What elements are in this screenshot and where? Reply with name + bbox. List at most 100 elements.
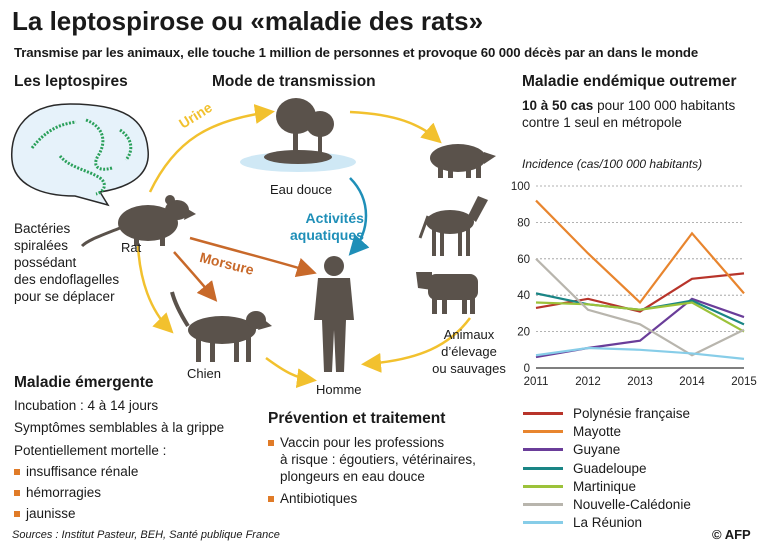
endemic-stats: 10 à 50 cas pour 100 000 habitants contr…: [522, 97, 735, 131]
emergente-heading: Maladie émergente: [14, 374, 154, 391]
label-animaux-3: ou sauvages: [432, 361, 506, 376]
label-homme: Homme: [316, 382, 362, 397]
rat-icon: [80, 195, 196, 248]
leptospires-description: Bactéries spiralées possédant des endofl…: [14, 220, 119, 305]
legend-item: La Réunion: [523, 514, 691, 532]
arrow-rat-to-water: [148, 104, 275, 193]
list-item: hémorragies: [14, 484, 138, 501]
leptospires-line: des endoflagelles: [14, 272, 120, 287]
x-tick-label: 2015: [731, 376, 757, 388]
endemic-per: pour 100 000 habitants: [593, 98, 736, 113]
label-chien: Chien: [187, 366, 221, 381]
legend-label: Polynésie française: [573, 405, 691, 421]
legend-swatch: [523, 484, 563, 488]
x-tick-label: 2014: [679, 376, 705, 388]
page-subtitle: Transmise par les animaux, elle touche 1…: [14, 45, 699, 60]
chart-series: [535, 199, 745, 360]
transmission-diagram: [10, 98, 496, 389]
legend-label: Guadeloupe: [573, 460, 647, 476]
series-line: [535, 301, 745, 333]
series-line: [535, 346, 745, 360]
leptospires-line: pour se déplacer: [14, 289, 115, 304]
dog-icon: [170, 291, 272, 362]
arrow-dog-to-human: [265, 356, 317, 389]
legend-label: Guyane: [573, 442, 621, 458]
page-title: La leptospirose ou «maladie des rats»: [12, 6, 484, 36]
pig-icon: [430, 144, 496, 178]
legend-swatch: [523, 411, 563, 415]
leptospires-heading: Les leptospires: [14, 73, 128, 90]
endemic-heading: Maladie endémique outremer: [522, 73, 737, 90]
bullet-icon: [14, 511, 20, 517]
label-rat: Rat: [121, 240, 142, 255]
prevention-heading: Prévention et traitement: [268, 410, 446, 427]
x-tick-label: 2012: [575, 376, 601, 388]
legend-swatch: [523, 503, 563, 507]
endemic-cases: 10 à 50 cas: [522, 98, 594, 113]
legend-item: Guyane: [523, 441, 691, 459]
arrow-animals-to-human: [361, 317, 472, 373]
list-item: insuffisance rénale: [14, 463, 138, 480]
series-line: [535, 199, 745, 305]
y-tick-label: 20: [517, 327, 530, 339]
y-tick-label: 80: [517, 217, 530, 229]
bullet-icon: [14, 469, 20, 475]
prevention-list: Vaccin pour les professions à risque : é…: [268, 434, 476, 507]
human-icon: [314, 256, 354, 372]
incidence-chart: 0 20 40 60 80 100 2011 2012 2013 2014 2015: [511, 181, 757, 388]
legend-swatch: [523, 521, 563, 525]
emergente-incubation: Incubation : 4 à 14 jours: [14, 398, 159, 413]
series-line: [535, 297, 745, 359]
emergente-mortelle: Potentiellement mortelle :: [14, 443, 167, 458]
list-item: Antibiotiques: [268, 490, 476, 507]
legend-item: Martinique: [523, 477, 691, 495]
chart-grid: [536, 185, 744, 369]
series-line: [535, 272, 745, 313]
cow-icon: [416, 272, 478, 314]
legend-label: Mayotte: [573, 423, 622, 439]
label-animaux-2: d’élevage: [441, 344, 497, 359]
legend-swatch: [523, 429, 563, 433]
y-tick-label: 60: [517, 254, 530, 266]
label-activites: Activités aquatiques: [290, 210, 364, 244]
label-animaux-1: Animaux: [443, 327, 495, 342]
legend-swatch: [523, 466, 563, 470]
chart-x-axis: 2011 2012 2013 2014 2015: [524, 376, 757, 388]
x-tick-label: 2013: [627, 376, 653, 388]
arrow-water-to-human: [348, 177, 370, 256]
legend-swatch: [523, 448, 563, 452]
x-tick-label: 2011: [524, 376, 549, 388]
sources: Sources : Institut Pasteur, BEH, Santé p…: [12, 529, 280, 541]
y-tick-label: 0: [524, 363, 530, 375]
legend-label: La Réunion: [573, 515, 643, 531]
label-animaux: Animaux d’élevage ou sauvages: [424, 326, 514, 377]
chart-legend: Polynésie française Mayotte Guyane Guadelou…: [523, 404, 691, 532]
arrow-water-to-pig: [349, 110, 442, 144]
series-line: [535, 258, 745, 357]
emergente-symptomes: Symptômes semblables à la grippe: [14, 420, 225, 435]
legend-item: Nouvelle-Calédonie: [523, 495, 691, 513]
legend-label: Nouvelle-Calédonie: [573, 497, 691, 513]
leptospires-line: Bactéries: [14, 221, 71, 236]
leptospires-line: possédant: [14, 255, 77, 270]
legend-item: Guadeloupe: [523, 459, 691, 477]
legend-item: Polynésie française: [523, 404, 691, 422]
legend-item: Mayotte: [523, 422, 691, 440]
transmission-heading: Mode de transmission: [212, 73, 376, 90]
y-tick-label: 40: [517, 290, 530, 302]
chart-incidence-label: Incidence (cas/100 000 habitants): [522, 157, 703, 171]
emergente-list: insuffisance rénale hémorragies jaunisse: [14, 463, 138, 522]
label-activites-2: aquatiques: [290, 227, 364, 243]
bullet-icon: [268, 440, 274, 446]
list-item: Vaccin pour les professions à risque : é…: [268, 434, 476, 485]
label-eau-douce: Eau douce: [270, 182, 333, 197]
list-item: jaunisse: [14, 505, 138, 522]
bullet-icon: [14, 490, 20, 496]
horse-icon: [418, 196, 488, 256]
chart-y-axis: 0 20 40 60 80 100: [511, 181, 530, 375]
freshwater-icon: [240, 98, 356, 172]
bullet-icon: [268, 496, 274, 502]
bacteria-bubble-icon: [10, 103, 149, 207]
leptospires-line: spiralées: [14, 238, 69, 253]
legend-label: Martinique: [573, 478, 637, 494]
